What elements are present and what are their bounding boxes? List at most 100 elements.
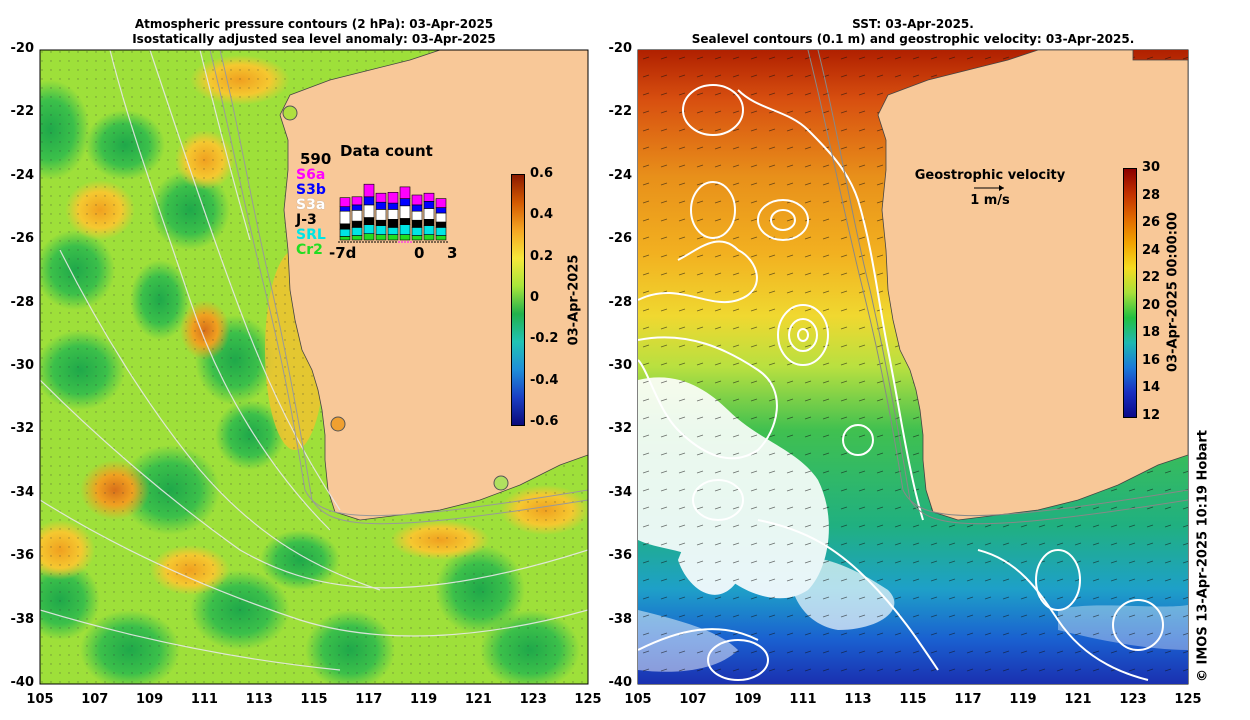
data-count-max: 590 — [300, 150, 332, 168]
latitude-tick-label: -22 — [608, 104, 633, 120]
histogram-bar-segment — [423, 208, 435, 220]
histogram-bar-segment — [399, 198, 411, 207]
latitude-tick-label: -40 — [10, 675, 35, 690]
latitude-tick-label: -36 — [10, 548, 35, 564]
histogram-bar-segment — [351, 209, 363, 222]
histogram-bar-segment — [339, 206, 351, 212]
velocity-legend-scale: 1 m/s — [970, 193, 1010, 208]
imos-credit: © IMOS 13-Apr-2025 10:19 Hobart — [1195, 429, 1211, 683]
longitude-tick-label: 113 — [245, 692, 273, 707]
histogram-bar-segment — [399, 205, 411, 219]
histogram-bar-segment — [351, 227, 363, 236]
histogram-bar-segment — [351, 220, 363, 228]
mission-label: S3b — [296, 182, 326, 198]
mission-label: J-3 — [296, 212, 317, 228]
latitude-tick-label: -22 — [10, 104, 35, 120]
colorbar-tick-label: 12 — [1142, 408, 1161, 423]
latitude-tick-label: -30 — [608, 358, 633, 373]
colorbar-tick-label: 20 — [1142, 297, 1161, 313]
latitude-tick-label: -32 — [10, 421, 35, 437]
velocity-legend: Geostrophic velocity 1 m/s — [905, 168, 1075, 208]
longitude-tick-label: 121 — [1064, 692, 1092, 707]
longitude-tick-label: 109 — [136, 692, 164, 707]
left-colorbar — [511, 174, 525, 426]
longitude-tick-label: 125 — [1174, 692, 1202, 707]
mission-label: Cr2 — [296, 242, 323, 258]
velocity-scale-arrow — [974, 185, 1004, 191]
histogram-bar-segment — [387, 234, 399, 241]
longitude-tick-label: 123 — [519, 692, 547, 707]
histogram-bar-segment — [399, 234, 411, 241]
histogram-bar-segment — [375, 225, 387, 235]
longitude-tick-label: 105 — [624, 692, 652, 707]
histogram-bar-segment — [387, 209, 399, 220]
histogram-bar-segment — [339, 236, 351, 241]
colorbar-tick-label: -0.6 — [530, 414, 559, 429]
histogram-bar-segment — [375, 234, 387, 241]
histogram-bar-segment — [375, 201, 387, 210]
latitude-tick-label: -28 — [10, 294, 35, 310]
histogram-bar-segment — [435, 198, 447, 208]
data-count-axis-start: -7d — [329, 244, 357, 262]
right-sst-map — [638, 50, 1188, 684]
longitude-tick-label: 117 — [954, 692, 982, 707]
histogram-bar-segment — [435, 227, 447, 236]
histogram-bar-segment — [411, 227, 423, 236]
histogram-bar-segment — [351, 235, 363, 241]
mission-label: SRL — [296, 227, 326, 243]
longitude-tick-label: 119 — [1009, 692, 1037, 707]
mission-label: S6a — [296, 167, 326, 183]
histogram-bar-segment — [363, 224, 375, 234]
colorbar-tick-label: 0.6 — [530, 166, 554, 181]
latitude-tick-label: -26 — [608, 231, 633, 247]
histogram-bar-segment — [339, 197, 351, 208]
latitude-tick-label: -20 — [10, 41, 35, 56]
histogram-bar-segment — [363, 217, 375, 225]
latitude-tick-label: -24 — [10, 167, 35, 183]
latitude-tick-label: -38 — [608, 611, 633, 627]
left-map-title: Atmospheric pressure contours (2 hPa): 0… — [40, 17, 588, 47]
left-title-line2: Isostatically adjusted sea level anomaly… — [132, 32, 496, 46]
data-count-title: Data count — [340, 142, 433, 160]
station-marker — [330, 416, 346, 432]
histogram-bar-segment — [363, 196, 375, 206]
histogram-bar-segment — [411, 235, 423, 241]
longitude-tick-label: 121 — [464, 692, 492, 707]
histogram-bar-segment — [351, 204, 363, 211]
velocity-legend-title: Geostrophic velocity — [914, 168, 1066, 183]
histogram-bar-segment — [363, 204, 375, 218]
mission-legend: S6a S3b S3a J-3 SRL Cr2 — [296, 168, 326, 258]
histogram-bar-segment — [435, 221, 447, 228]
histogram-bar-segment — [435, 212, 447, 223]
latitude-tick-label: -26 — [10, 231, 35, 247]
histogram-bar-segment — [435, 235, 447, 241]
left-colorbar-label: 03-Apr-2025 — [566, 254, 582, 346]
longitude-tick-label: 109 — [734, 692, 762, 707]
latitude-tick-label: -38 — [10, 611, 35, 627]
right-colorbar-ticks: 30 28 26 24 22 20 18 16 14 12 — [1142, 160, 1176, 424]
histogram-bar-segment — [339, 223, 351, 230]
colorbar-tick-label: 0.4 — [530, 207, 554, 223]
histogram-bar-segment — [339, 228, 351, 237]
right-colorbar — [1123, 168, 1137, 418]
histogram-bar-segment — [423, 218, 435, 226]
histogram-bar-segment — [411, 210, 423, 221]
colorbar-tick-label: 30 — [1142, 160, 1161, 175]
latitude-tick-label: -24 — [608, 167, 633, 183]
histogram-bar-segment — [423, 192, 435, 202]
colorbar-tick-label: 18 — [1142, 325, 1161, 341]
sea-level-contours — [638, 84, 1164, 681]
station-marker — [493, 475, 509, 491]
histogram-bar-segment — [375, 209, 387, 221]
longitude-tick-label: 125 — [574, 692, 602, 707]
latitude-tick-label: -40 — [608, 675, 633, 690]
colorbar-tick-label: 14 — [1142, 380, 1161, 396]
histogram-bar-segment — [399, 224, 411, 235]
longitude-tick-label: 119 — [410, 692, 438, 707]
colorbar-tick-label: 22 — [1142, 270, 1161, 286]
colorbar-tick-label: 28 — [1142, 187, 1161, 203]
longitude-tick-label: 107 — [81, 692, 109, 707]
longitude-tick-label: 115 — [300, 692, 328, 707]
right-colorbar-label: 03-Apr-2025 00:00:00 — [1165, 211, 1181, 373]
histogram-bar-segment — [387, 202, 399, 210]
